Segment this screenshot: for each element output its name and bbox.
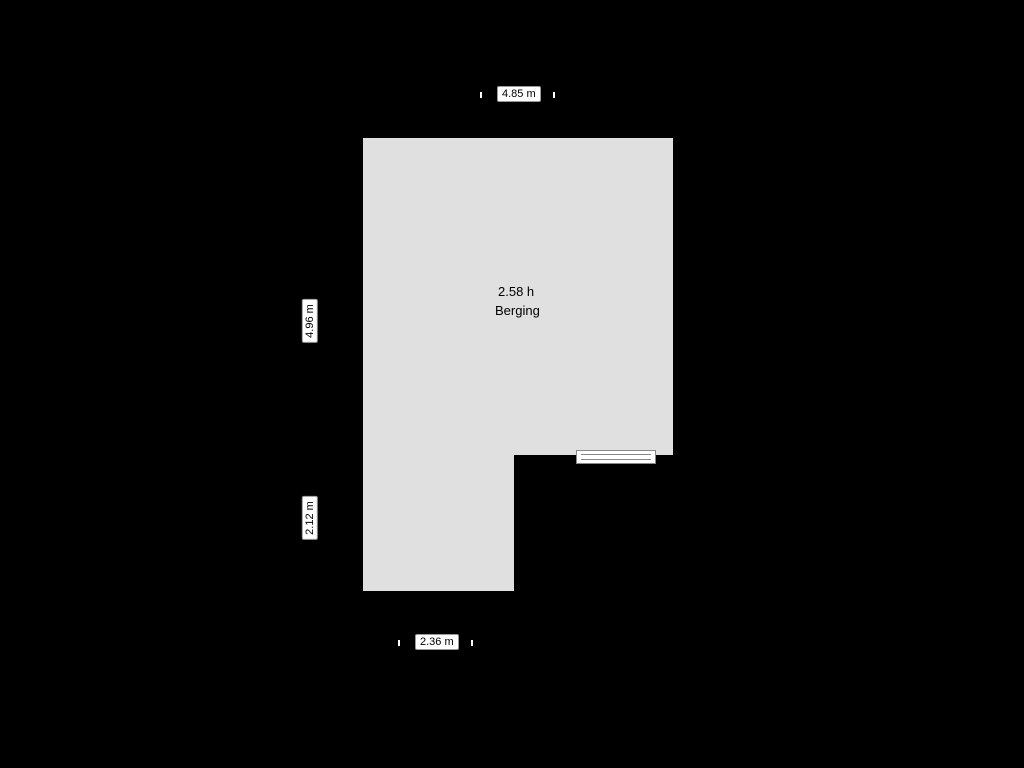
tick-top-right: [553, 92, 555, 98]
dim-top: 4.85 m: [497, 86, 541, 102]
tick-bot-left: [398, 640, 400, 646]
room-height-label: 2.58 h: [498, 283, 534, 301]
room-name-label: Berging: [495, 302, 540, 320]
floorplan-canvas: 4.85 m 4.96 m 2.12 m 2.36 m 2.58 h Bergi…: [0, 0, 1024, 768]
tick-bot-right: [471, 640, 473, 646]
tick-top-left: [480, 92, 482, 98]
dim-bottom: 2.36 m: [415, 634, 459, 650]
dim-left-upper: 4.96 m: [302, 299, 318, 343]
window-icon: [576, 450, 656, 464]
dim-left-lower: 2.12 m: [302, 496, 318, 540]
room-lower-rect: [363, 455, 514, 591]
